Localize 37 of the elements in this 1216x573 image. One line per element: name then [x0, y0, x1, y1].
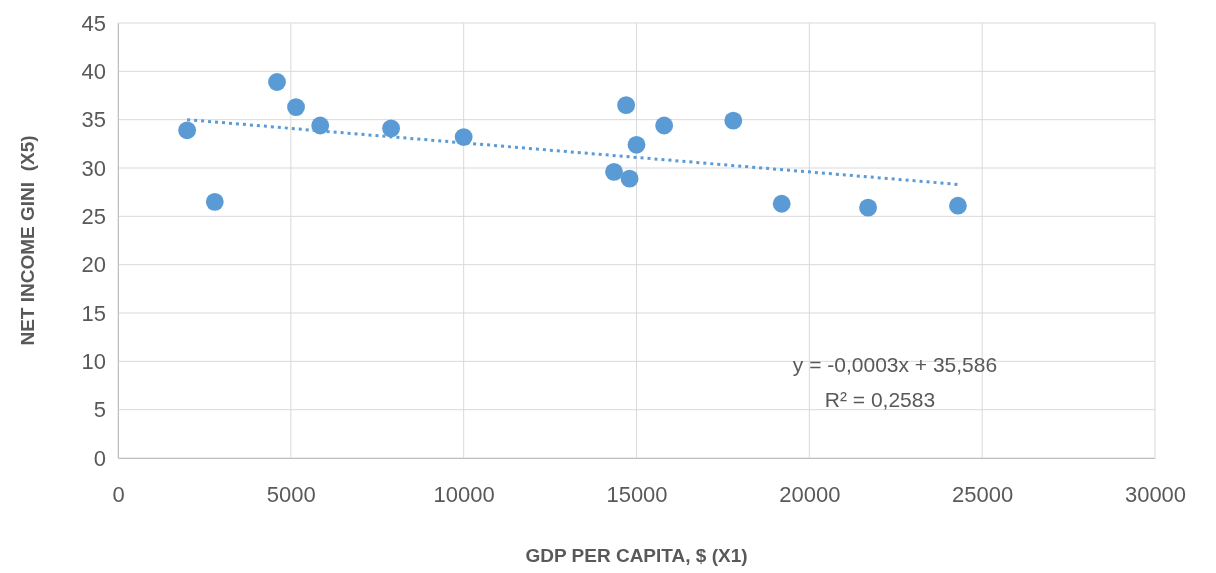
- point: [205, 192, 224, 211]
- point: [949, 196, 967, 215]
- point: [311, 116, 330, 135]
- y-axis-title: NET INCOME GINI (X5): [17, 135, 38, 346]
- x-tick-label: 15000: [606, 481, 668, 507]
- y-tick-label: 35: [81, 107, 106, 133]
- y-tick-label: 30: [81, 155, 106, 181]
- point: [287, 98, 305, 116]
- y-tick-label: 40: [81, 58, 106, 84]
- point: [655, 116, 674, 135]
- y-tick-label: 15: [81, 300, 106, 326]
- x-tick-label: 5000: [266, 481, 316, 507]
- point: [627, 135, 646, 154]
- x-tick-label: 10000: [433, 481, 495, 507]
- point: [772, 194, 791, 213]
- y-tick-label: 0: [93, 445, 106, 471]
- point: [605, 162, 623, 181]
- y-tick-label: 45: [81, 10, 106, 36]
- y-tick-label: 10: [81, 348, 106, 374]
- point: [724, 111, 743, 130]
- x-axis-title: GDP PER CAPITA, $ (X1): [525, 545, 748, 566]
- y-tick-label: 5: [93, 397, 106, 423]
- point: [268, 73, 286, 91]
- annotation: y = -0,0003x + 35,586: [792, 353, 998, 376]
- y-tick-label: 25: [81, 203, 106, 229]
- point: [620, 169, 639, 188]
- x-tick-label: 20000: [779, 481, 841, 507]
- x-tick-label: 0: [112, 481, 125, 507]
- annotation: R² = 0,2583: [824, 388, 936, 411]
- x-tick-label: 25000: [952, 481, 1014, 507]
- y-tick-label: 20: [81, 252, 106, 278]
- point: [382, 119, 400, 138]
- point: [178, 121, 197, 140]
- point: [859, 198, 878, 217]
- x-tick-label: 30000: [1124, 481, 1187, 507]
- point: [617, 96, 636, 115]
- point: [454, 128, 473, 146]
